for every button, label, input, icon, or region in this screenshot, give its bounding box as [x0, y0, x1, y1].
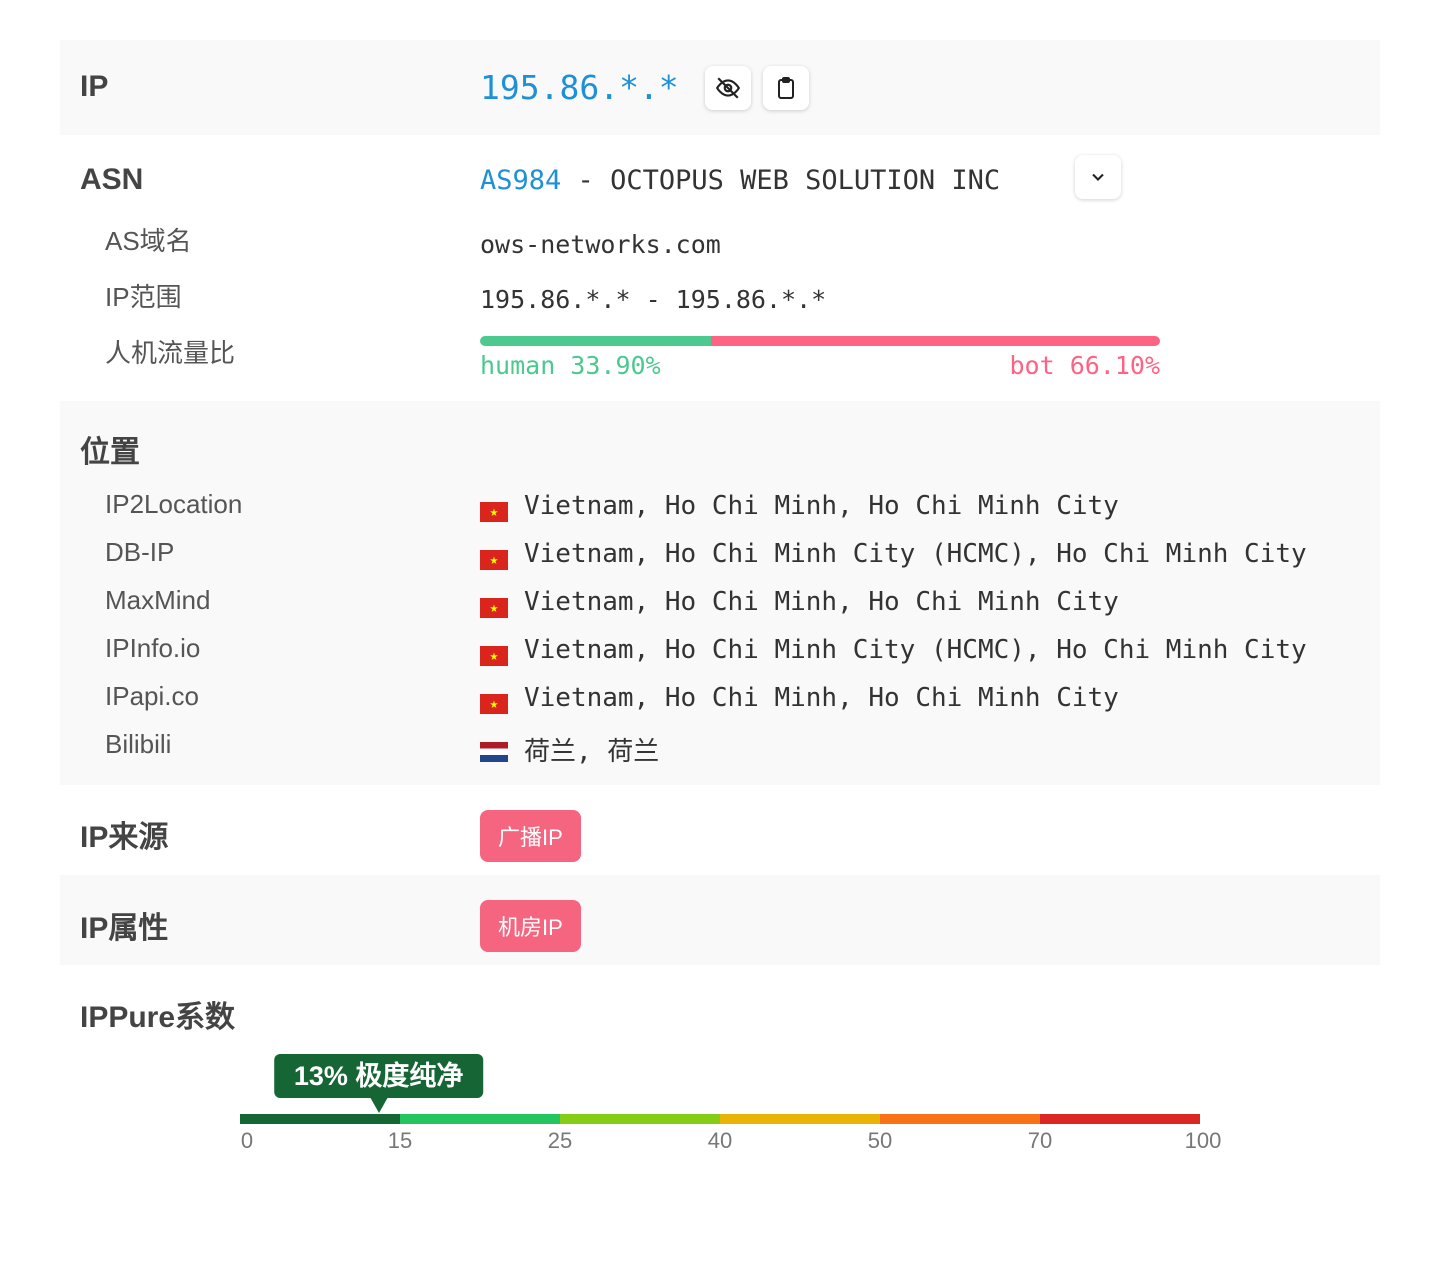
scale-tick-label: 70	[1027, 1128, 1053, 1153]
flag-vn-icon: ★	[480, 646, 508, 666]
ip-attr-label: IP属性	[80, 912, 169, 945]
ip-attr-row: IP属性 机房IP	[60, 875, 1380, 965]
flag-vn-icon: ★	[480, 550, 508, 570]
chevron-down-icon	[1092, 173, 1104, 181]
as-domain-value: ows-networks.com	[480, 230, 721, 259]
score-pointer	[369, 1097, 388, 1113]
ippure-label: IPPure系数	[80, 1001, 236, 1034]
location-value: ★ Vietnam, Ho Chi Minh City (HCMC), Ho Ch…	[480, 635, 1307, 666]
ip-label: IP	[80, 70, 109, 103]
asn-label: ASN	[80, 163, 144, 196]
location-text: Vietnam, Ho Chi Minh City (HCMC), Ho Chi…	[524, 635, 1307, 665]
location-text: Vietnam, Ho Chi Minh, Ho Chi Minh City	[524, 683, 1119, 713]
scale-segment	[240, 1114, 400, 1124]
location-value: ★ Vietnam, Ho Chi Minh City (HCMC), Ho Ch…	[480, 539, 1307, 570]
ip-range-value: 195.86.*.* - 195.86.*.*	[480, 285, 827, 314]
traffic-ratio-bar	[480, 336, 1160, 346]
location-source-label: IPapi.co	[105, 681, 199, 711]
human-percent: human 33.90%	[480, 351, 661, 380]
location-value: ★ Vietnam, Ho Chi Minh, Ho Chi Minh City	[480, 491, 1119, 522]
ip-row: IP 195.86.*.*	[60, 40, 1380, 135]
scale-tick-label: 0	[240, 1128, 254, 1153]
location-text: 荷兰, 荷兰	[524, 737, 660, 767]
location-value: ★ Vietnam, Ho Chi Minh, Ho Chi Minh City	[480, 587, 1119, 618]
asn-org: OCTOPUS WEB SOLUTION INC	[610, 165, 1001, 196]
bot-percent: bot 66.10%	[1009, 351, 1160, 380]
as-number-link[interactable]: AS984	[480, 165, 562, 196]
ip-source-row: IP来源 广播IP	[60, 785, 1380, 875]
scale-tick-label: 15	[387, 1128, 413, 1153]
ippure-score-badge: 13% 极度纯净	[273, 1054, 484, 1098]
location-source-label: Bilibili	[105, 729, 172, 759]
clipboard-icon	[778, 77, 794, 99]
location-label: 位置	[80, 436, 140, 469]
location-text: Vietnam, Ho Chi Minh, Ho Chi Minh City	[524, 587, 1119, 617]
as-domain-label: AS域名	[105, 226, 192, 256]
scale-tick-label: 25	[547, 1128, 573, 1153]
location-section: 位置 IP2Location ★ Vietnam, Ho Chi Minh, Ho…	[60, 401, 1380, 785]
scale-segment	[1040, 1114, 1200, 1124]
flag-vn-icon: ★	[480, 502, 508, 522]
ip-value: 195.86.*.*	[480, 68, 679, 107]
scale-tick-label: 50	[867, 1128, 893, 1153]
ip-source-label: IP来源	[80, 821, 169, 854]
flag-nl-icon	[480, 742, 508, 762]
location-source-label: MaxMind	[105, 585, 211, 615]
location-text: Vietnam, Ho Chi Minh, Ho Chi Minh City	[524, 491, 1119, 521]
scale-segment	[720, 1114, 880, 1124]
bot-bar	[710, 336, 1160, 346]
location-text: Vietnam, Ho Chi Minh City (HCMC), Ho Chi…	[524, 539, 1307, 569]
asn-expand-button[interactable]	[1075, 155, 1121, 199]
scale-segment	[400, 1114, 560, 1124]
scale-tick-label: 40	[707, 1128, 733, 1153]
ip-source-tag: 广播IP	[480, 810, 581, 862]
toggle-visibility-button[interactable]	[705, 66, 751, 110]
traffic-ratio-label: 人机流量比	[105, 338, 236, 368]
ip-attr-tag: 机房IP	[480, 900, 581, 952]
location-value: 荷兰, 荷兰	[480, 731, 659, 768]
location-source-label: IP2Location	[105, 489, 243, 519]
scale-tick-label: 100	[1184, 1128, 1222, 1153]
scale-segment	[880, 1114, 1040, 1124]
location-source-label: DB-IP	[105, 537, 175, 567]
asn-section: ASN AS984 - OCTOPUS WEB SOLUTION INC AS域…	[60, 135, 1380, 401]
scale-segment	[560, 1114, 720, 1124]
location-value: ★ Vietnam, Ho Chi Minh, Ho Chi Minh City	[480, 683, 1119, 714]
ip-range-label: IP范围	[105, 282, 182, 312]
flag-vn-icon: ★	[480, 694, 508, 714]
asn-separator: -	[561, 165, 611, 196]
location-source-label: IPInfo.io	[105, 633, 201, 663]
copy-button[interactable]	[763, 66, 809, 110]
human-bar	[480, 336, 711, 346]
flag-vn-icon: ★	[480, 598, 508, 618]
eye-off-icon	[715, 77, 741, 99]
ippure-score-text: 13% 极度纯净	[293, 1061, 464, 1091]
